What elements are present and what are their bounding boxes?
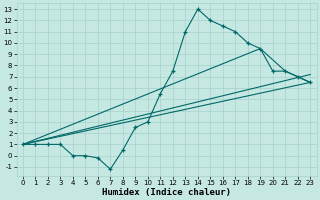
X-axis label: Humidex (Indice chaleur): Humidex (Indice chaleur) bbox=[102, 188, 231, 197]
